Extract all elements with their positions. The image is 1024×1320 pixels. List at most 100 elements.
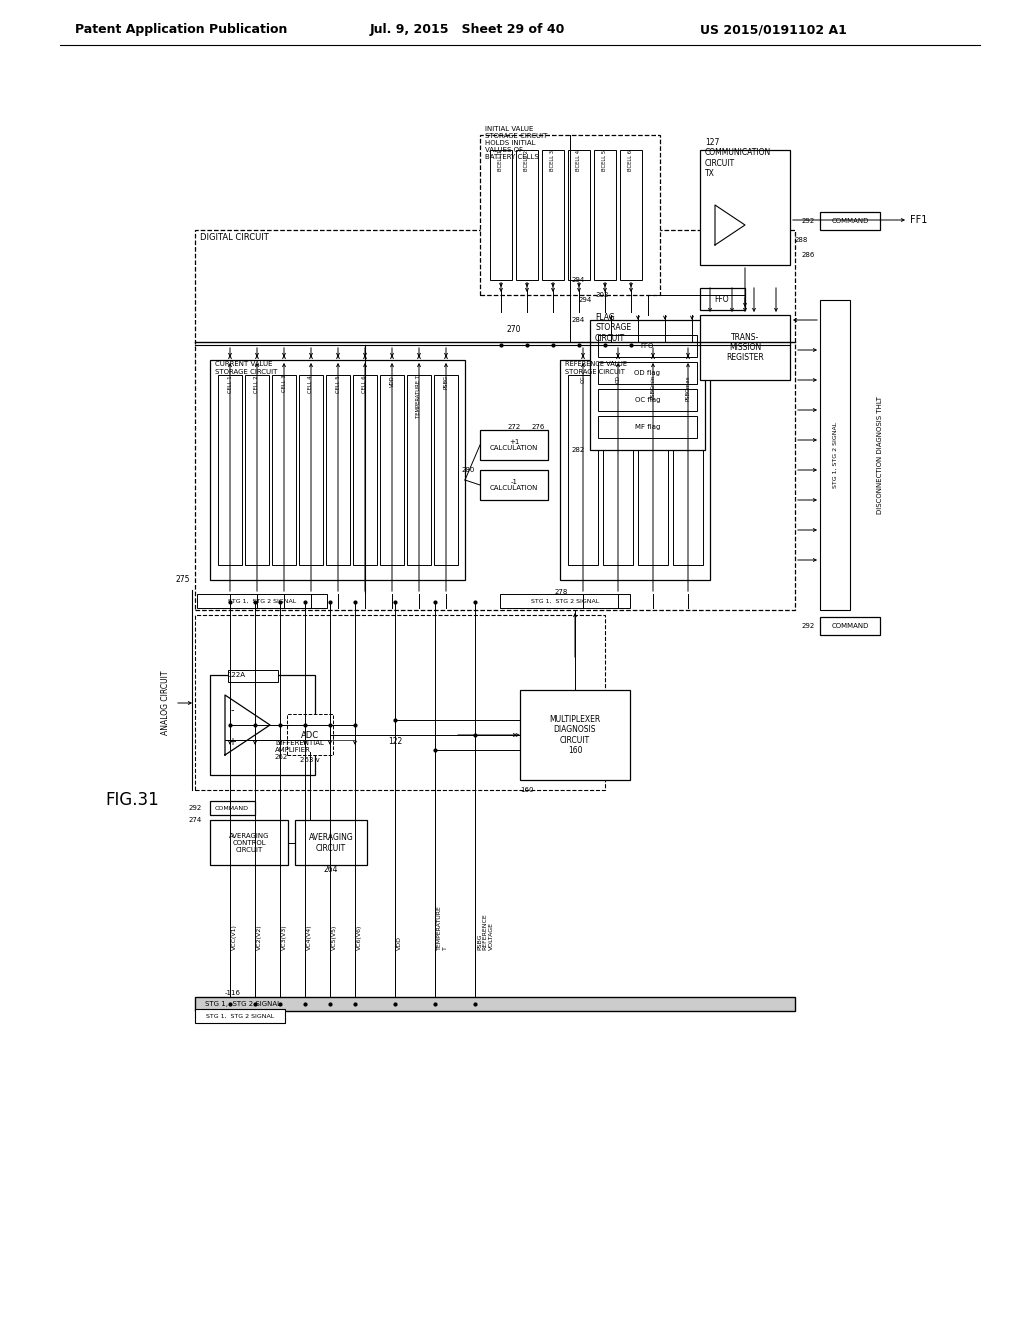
- Text: 270: 270: [507, 326, 521, 334]
- Text: 160: 160: [520, 787, 534, 793]
- Text: -: -: [230, 705, 233, 715]
- Text: ADC: ADC: [301, 730, 319, 739]
- Text: PSBGmin: PSBGmin: [650, 375, 655, 399]
- Text: 292: 292: [802, 218, 815, 224]
- Text: -1
CALCULATION: -1 CALCULATION: [489, 479, 539, 491]
- Text: VDD: VDD: [389, 375, 394, 387]
- Text: 122: 122: [388, 738, 402, 747]
- Bar: [590, 319, 705, 450]
- Text: BCELL 6: BCELL 6: [629, 150, 634, 172]
- Bar: [228, 671, 278, 682]
- Text: 294: 294: [579, 297, 592, 304]
- Text: ANALOG CIRCUIT: ANALOG CIRCUIT: [161, 671, 170, 735]
- Text: FIG.31: FIG.31: [105, 791, 159, 809]
- Text: 278: 278: [555, 589, 568, 595]
- Text: 263 v: 263 v: [300, 756, 319, 763]
- Bar: [700, 150, 790, 265]
- Text: -116: -116: [225, 990, 241, 997]
- Bar: [620, 150, 642, 280]
- Bar: [195, 230, 795, 610]
- Polygon shape: [715, 205, 745, 246]
- Text: FFO: FFO: [715, 294, 729, 304]
- Text: 294: 294: [571, 277, 585, 282]
- Bar: [434, 375, 458, 565]
- Text: STG 1,  STG 2 SIGNAL: STG 1, STG 2 SIGNAL: [530, 598, 599, 603]
- Text: BCELL 3: BCELL 3: [551, 150, 555, 172]
- Bar: [210, 675, 315, 775]
- Text: 282: 282: [571, 447, 585, 453]
- Bar: [603, 375, 633, 565]
- Text: 292: 292: [188, 805, 202, 810]
- Bar: [380, 375, 404, 565]
- Bar: [245, 375, 269, 565]
- Text: DISCONNECTION DIAGNOSIS THLT: DISCONNECTION DIAGNOSIS THLT: [877, 396, 883, 513]
- Text: CELL 6: CELL 6: [362, 375, 368, 392]
- Text: 276: 276: [531, 424, 545, 430]
- Text: OD flag: OD flag: [635, 370, 660, 376]
- Bar: [598, 416, 697, 438]
- Text: TRANS-
MISSION
REGISTER: TRANS- MISSION REGISTER: [726, 333, 764, 363]
- Bar: [407, 375, 431, 565]
- Text: CELL 4: CELL 4: [308, 375, 313, 392]
- Bar: [520, 690, 630, 780]
- Bar: [480, 135, 660, 294]
- Text: 122A: 122A: [227, 672, 245, 678]
- Bar: [542, 150, 564, 280]
- Bar: [197, 594, 327, 609]
- Polygon shape: [225, 696, 270, 755]
- Text: MULTIPLEXER
DIAGNOSIS
CIRCUIT
160: MULTIPLEXER DIAGNOSIS CIRCUIT 160: [549, 715, 601, 755]
- Text: INITIAL VALUE
STORAGE CIRCUIT
HOLDS INITIAL
VALUES OF
BATTERY CELLS: INITIAL VALUE STORAGE CIRCUIT HOLDS INIT…: [485, 125, 548, 160]
- Bar: [700, 315, 790, 380]
- Text: OD: OD: [615, 375, 621, 383]
- Text: DIFFERENTIAL
AMPLIFIER
262: DIFFERENTIAL AMPLIFIER 262: [275, 741, 324, 760]
- Bar: [568, 150, 590, 280]
- Text: CELL 1: CELL 1: [227, 375, 232, 392]
- Text: AVERAGING
CONTROL
CIRCUIT: AVERAGING CONTROL CIRCUIT: [228, 833, 269, 853]
- Text: BCELL 4: BCELL 4: [577, 150, 582, 172]
- Bar: [490, 150, 512, 280]
- Text: 275: 275: [175, 576, 190, 585]
- Text: PSBG
REFERENCE
VOLTAGE: PSBG REFERENCE VOLTAGE: [477, 913, 494, 950]
- Text: 284: 284: [571, 317, 585, 323]
- Bar: [195, 1008, 285, 1023]
- Text: COMMAND: COMMAND: [215, 805, 249, 810]
- Bar: [820, 616, 880, 635]
- Text: 302: 302: [595, 292, 608, 298]
- Bar: [210, 360, 465, 579]
- Text: CELL 5: CELL 5: [336, 375, 341, 392]
- Text: BCELL 2: BCELL 2: [524, 150, 529, 172]
- Text: COMMAND: COMMAND: [831, 218, 868, 224]
- Text: FF1: FF1: [910, 215, 928, 224]
- Text: +1
CALCULATION: +1 CALCULATION: [489, 438, 539, 451]
- Text: OC flag: OC flag: [635, 397, 660, 403]
- Text: Patent Application Publication: Patent Application Publication: [75, 24, 288, 37]
- Text: VC6(V6): VC6(V6): [357, 924, 362, 950]
- Text: STG 1, STG 2 SIGNAL: STG 1, STG 2 SIGNAL: [833, 422, 838, 488]
- Bar: [673, 375, 703, 565]
- Bar: [295, 820, 367, 865]
- Text: 127
COMMUNICATION
CIRCUIT
TX: 127 COMMUNICATION CIRCUIT TX: [705, 137, 771, 178]
- Bar: [290, 717, 330, 752]
- Text: 288: 288: [795, 238, 808, 243]
- Text: VC4(V4): VC4(V4): [307, 924, 312, 950]
- Text: AVERAGING
CIRCUIT: AVERAGING CIRCUIT: [308, 833, 353, 853]
- Text: 272: 272: [507, 424, 520, 430]
- Text: MF flag: MF flag: [635, 424, 660, 430]
- Bar: [272, 375, 296, 565]
- Bar: [594, 150, 616, 280]
- Text: VCC(V1): VCC(V1): [232, 924, 237, 950]
- Text: CELL 3: CELL 3: [282, 375, 287, 392]
- Bar: [820, 213, 880, 230]
- Text: FFO: FFO: [641, 343, 654, 348]
- Bar: [598, 335, 697, 356]
- Text: COMMAND: COMMAND: [831, 623, 868, 630]
- Bar: [700, 288, 745, 310]
- Text: Jul. 9, 2015   Sheet 29 of 40: Jul. 9, 2015 Sheet 29 of 40: [370, 24, 565, 37]
- Text: 264: 264: [324, 866, 338, 874]
- Bar: [568, 375, 598, 565]
- Text: CURRENT VALUE
STORAGE CIRCUIT: CURRENT VALUE STORAGE CIRCUIT: [215, 362, 278, 375]
- Text: OC: OC: [581, 375, 586, 383]
- Bar: [287, 714, 333, 755]
- Bar: [598, 362, 697, 384]
- Bar: [560, 360, 710, 579]
